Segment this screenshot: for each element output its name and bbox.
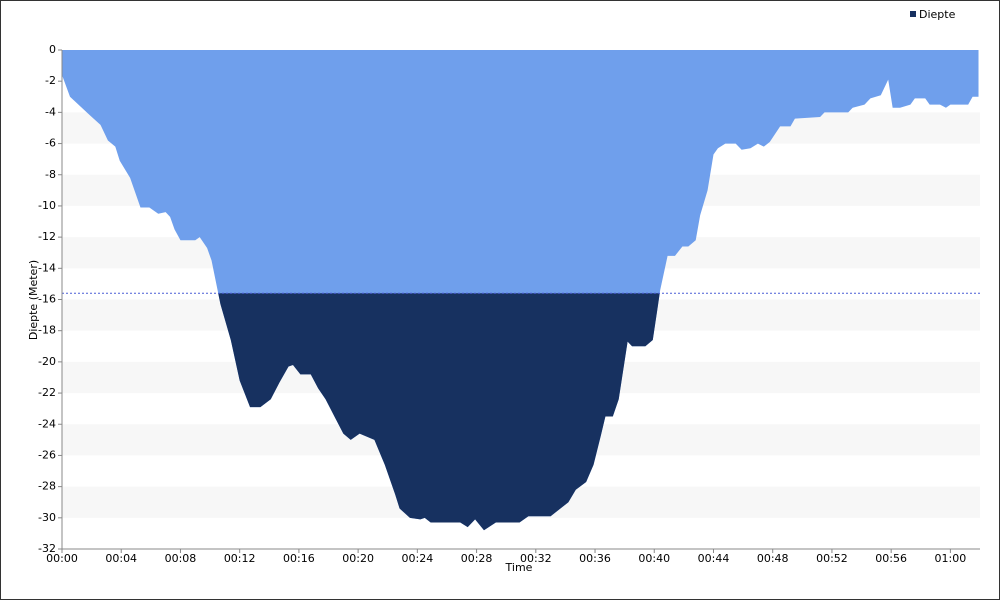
- y-tick-label: -26: [38, 448, 56, 461]
- y-tick-label: -18: [38, 324, 56, 337]
- y-tick-label: -8: [45, 168, 56, 181]
- x-tick-label: 00:48: [757, 552, 789, 565]
- y-tick-label: -10: [38, 199, 56, 212]
- y-tick-label: -6: [45, 137, 56, 150]
- x-tick-label: 00:16: [283, 552, 315, 565]
- y-tick-label: -22: [38, 386, 56, 399]
- y-tick-label: -28: [38, 480, 56, 493]
- y-tick-label: 0: [49, 43, 56, 56]
- y-tick-label: -12: [38, 230, 56, 243]
- y-tick-label: -16: [38, 293, 56, 306]
- y-tick-label: -2: [45, 74, 56, 87]
- y-axis-label: Diepte (Meter): [27, 260, 40, 340]
- y-tick-label: -24: [38, 417, 56, 430]
- y-tick-label: -14: [38, 261, 56, 274]
- x-tick-label: 00:32: [520, 552, 552, 565]
- x-tick-label: 00:36: [579, 552, 611, 565]
- x-tick-label: 00:24: [402, 552, 434, 565]
- x-tick-label: 00:12: [224, 552, 256, 565]
- x-tick-label: 00:40: [638, 552, 670, 565]
- legend-label: Diepte: [919, 8, 956, 21]
- x-tick-label: 00:56: [875, 552, 907, 565]
- x-axis-label: Time: [505, 561, 533, 574]
- y-tick-label: -4: [45, 105, 56, 118]
- x-tick-label: 01:00: [935, 552, 967, 565]
- x-tick-label: 00:52: [816, 552, 848, 565]
- area-below: [218, 293, 660, 531]
- x-tick-label: 00:28: [461, 552, 493, 565]
- y-tick-label: -30: [38, 511, 56, 524]
- y-tick-label: -20: [38, 355, 56, 368]
- x-tick-label: 00:44: [698, 552, 730, 565]
- x-tick-label: 00:08: [165, 552, 197, 565]
- y-tick-label: -32: [38, 542, 56, 555]
- legend-swatch: [910, 11, 916, 17]
- area-above: [62, 50, 979, 531]
- x-tick-label: 00:20: [342, 552, 374, 565]
- x-tick-label: 00:00: [46, 552, 78, 565]
- x-tick-label: 00:04: [105, 552, 137, 565]
